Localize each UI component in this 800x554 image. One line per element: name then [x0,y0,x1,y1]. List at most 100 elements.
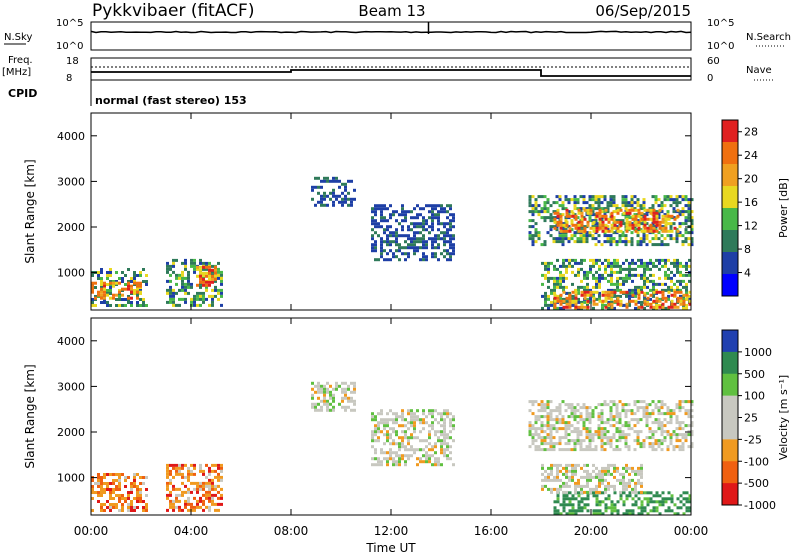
data-cell [681,433,685,437]
data-cell [607,497,611,501]
data-cell [404,210,407,214]
data-cell [678,448,682,452]
data-cell [556,463,559,467]
data-cell [553,500,557,504]
data-cell [664,273,667,277]
data-cell [610,279,613,283]
data-cell [583,293,587,297]
data-cell [690,198,694,202]
data-cell [649,223,653,227]
data-cell [610,288,613,292]
station-title: Pykkvibaer (fitACF) [92,1,254,21]
data-cell [565,223,569,227]
data-cell [386,243,389,247]
data-cell [537,231,541,235]
data-cell [690,409,694,413]
data-cell [655,491,659,495]
data-cell [561,436,565,440]
data-cell [588,406,592,410]
data-cell [648,415,652,419]
data-cell [588,198,592,202]
data-cell [422,237,425,241]
data-cell [217,484,220,488]
data-cell [410,415,413,419]
data-cell [449,213,452,217]
data-cell [401,430,404,434]
data-cell [636,198,640,202]
data-cell [172,487,175,491]
data-cell [580,258,583,262]
data-cell [618,418,622,422]
data-cell [607,506,611,510]
data-cell [380,240,383,244]
data-cell [320,197,323,201]
data-cell [374,457,377,461]
data-cell [422,222,425,226]
data-cell [172,261,175,265]
data-cell [335,179,338,183]
data-cell [621,201,625,205]
data-cell [172,508,175,512]
data-cell [546,415,550,419]
data-cell [621,409,625,413]
data-cell [142,280,145,283]
data-cell [419,418,422,422]
data-cell [555,415,559,419]
data-cell [628,478,631,482]
data-cell [601,214,605,218]
data-cell [667,506,671,510]
data-cell [571,478,574,482]
data-cell [589,475,592,479]
data-cell [642,234,646,238]
data-cell [594,433,598,437]
data-cell [588,445,592,449]
data-cell [649,500,653,504]
data-cell [592,290,596,294]
data-cell [184,297,187,301]
data-cell [172,463,175,467]
data-cell [621,424,625,428]
data-cell [582,207,586,211]
data-cell [690,433,694,437]
data-cell [97,271,100,274]
data-cell [607,487,610,491]
data-cell [580,220,584,224]
data-cell [604,290,608,294]
data-cell [669,415,673,419]
data-cell [187,472,190,476]
data-cell [377,204,380,208]
data-cell [661,258,664,262]
data-cell [613,226,617,230]
data-cell [682,297,685,301]
data-cell [559,478,562,482]
data-cell [553,276,556,280]
data-cell [187,502,190,506]
data-cell [574,293,578,297]
data-cell [541,306,544,310]
data-cell [687,213,691,217]
data-cell [446,216,449,220]
data-cell [564,430,568,434]
data-cell [642,415,646,419]
data-cell [577,494,581,498]
data-cell [175,472,178,476]
data-cell [178,472,181,476]
data-cell [555,421,559,425]
data-cell [609,406,613,410]
data-cell [621,240,625,244]
data-cell [410,240,413,244]
data-cell [549,427,553,431]
data-cell [543,436,547,440]
data-cell [619,270,622,274]
data-cell [208,303,211,307]
data-cell [112,503,115,506]
data-cell [187,285,190,289]
data-cell [214,508,217,512]
data-cell [446,457,449,461]
data-cell [550,303,553,307]
data-cell [562,472,565,476]
data-cell [598,294,601,298]
data-cell [562,261,565,265]
data-cell [371,415,374,419]
data-cell [657,213,661,217]
